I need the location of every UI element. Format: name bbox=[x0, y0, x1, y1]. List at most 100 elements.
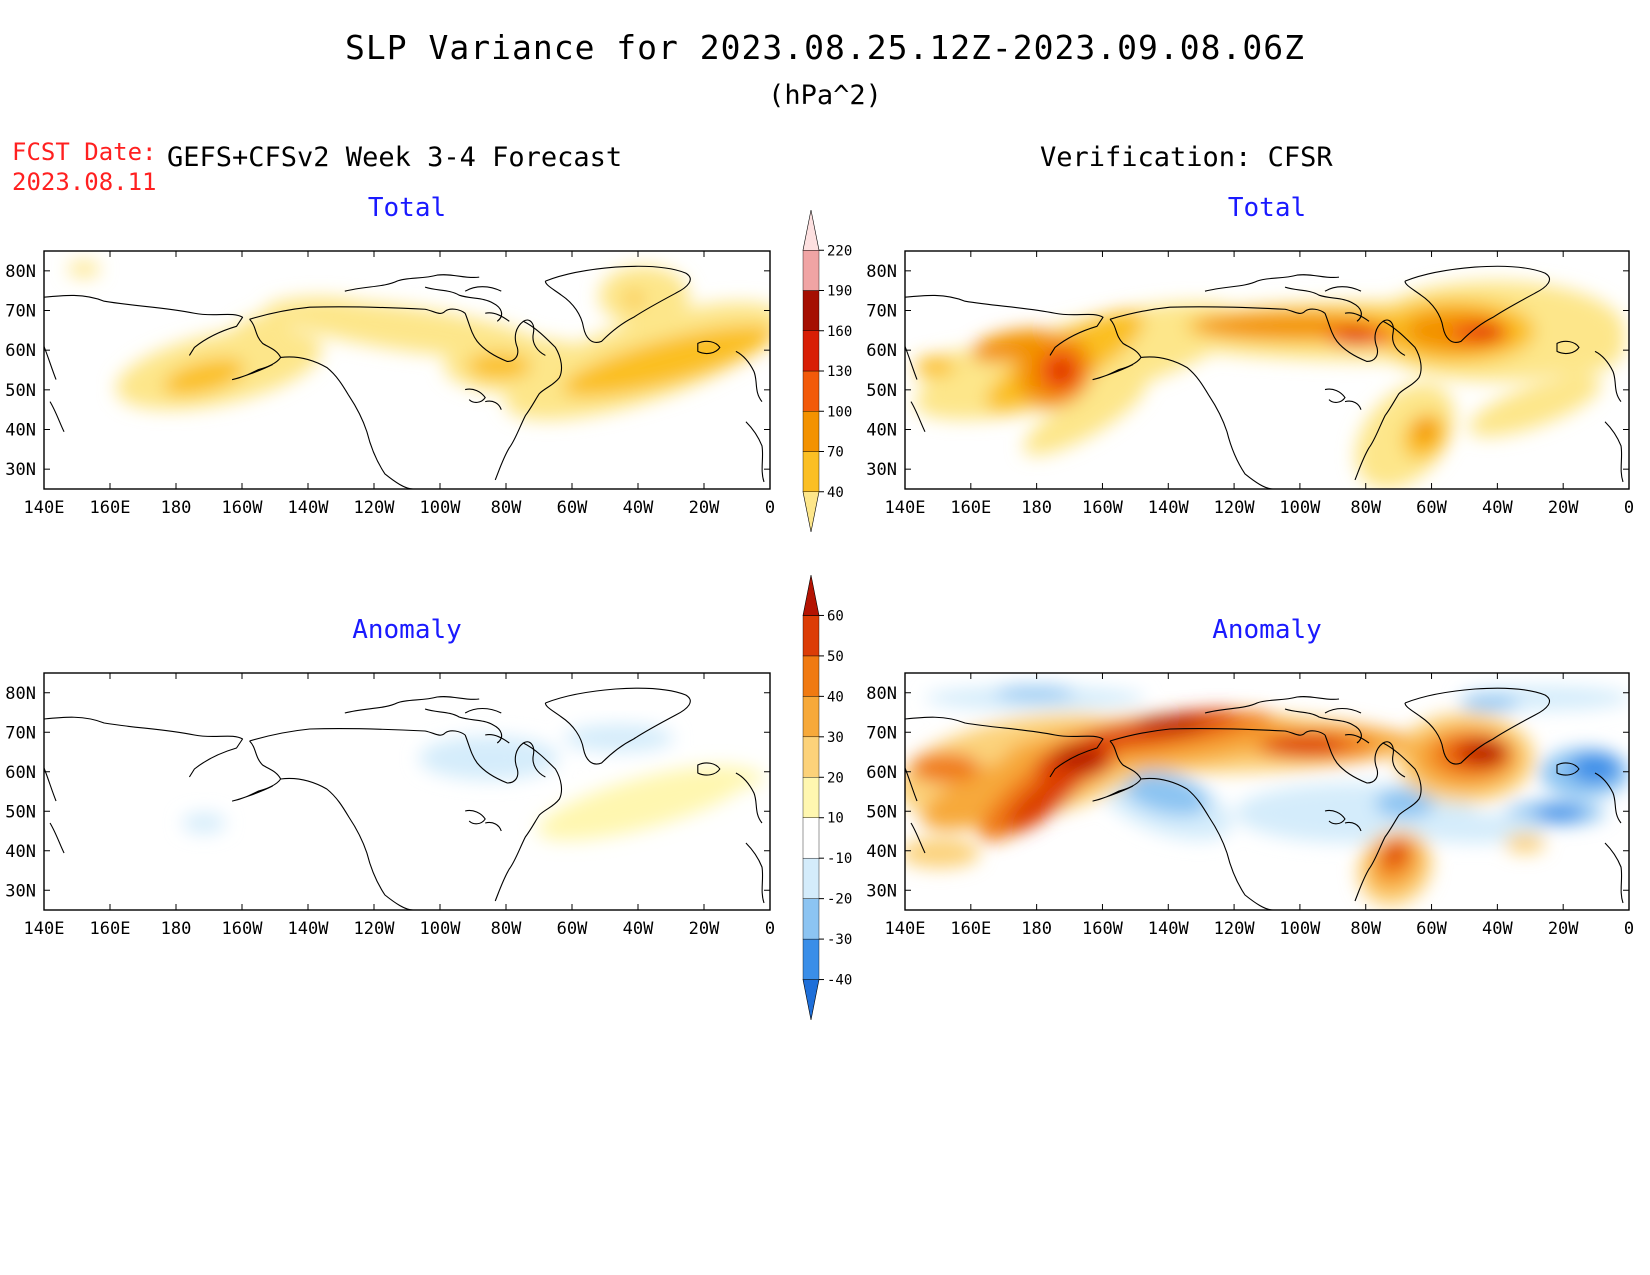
lon-tick-label: 140E bbox=[885, 498, 926, 518]
colorbar-swatch bbox=[802, 857, 820, 899]
colorbar-swatch bbox=[802, 655, 820, 697]
field-blob bbox=[995, 686, 1075, 700]
field-blob bbox=[599, 266, 689, 326]
colorbar-swatch bbox=[802, 330, 820, 372]
colorbar-label: 40 bbox=[827, 485, 844, 501]
colorbar-label: 30 bbox=[827, 730, 844, 746]
colorbar-label: -40 bbox=[827, 973, 852, 989]
lat-tick-label: 80N bbox=[866, 262, 897, 282]
field-blob bbox=[419, 736, 559, 780]
field-blob bbox=[1055, 746, 1105, 770]
map-frame bbox=[904, 250, 1630, 490]
lon-tick-label: 120W bbox=[1214, 498, 1256, 518]
field-blob bbox=[1535, 805, 1585, 821]
forecast-date-value: 2023.08.11 bbox=[12, 168, 157, 196]
map-forecast-total: 140E 160E 180 160W 140W 120W 100W 80W 60W 40W 20W 0… bbox=[5, 250, 775, 518]
field-blob bbox=[704, 768, 764, 788]
colorbar-swatch bbox=[802, 209, 820, 251]
lat-tick-label: 30N bbox=[866, 881, 897, 901]
colorbar-anomaly: -40 -30 -20 -10 10 20 30 40 50 60 bbox=[802, 574, 852, 1021]
lat-tick-label: 40N bbox=[866, 842, 897, 862]
field-blob bbox=[1121, 770, 1209, 816]
panel-title-forecast-anomaly: Anomaly bbox=[352, 615, 462, 645]
lat-tick-label: 60N bbox=[866, 763, 897, 783]
colorbar-label: 130 bbox=[827, 364, 852, 380]
lon-tick-label: 140E bbox=[24, 919, 65, 939]
map-verification-total: 140E 160E 180 160W 140W 120W 100W 80W 60W 40W 20W 0… bbox=[866, 250, 1634, 518]
shaded-field bbox=[44, 687, 765, 910]
field-blob bbox=[1505, 833, 1545, 853]
map-frame bbox=[43, 672, 771, 911]
forecast-header: GEFS+CFSv2 Week 3-4 Forecast bbox=[167, 142, 623, 173]
colorbar-swatch bbox=[802, 574, 820, 616]
colorbar-label: -20 bbox=[827, 892, 852, 908]
lat-tick-label: 60N bbox=[5, 763, 36, 783]
field-blob bbox=[264, 297, 374, 325]
lon-tick-label: 140W bbox=[1148, 919, 1190, 939]
map-frame bbox=[904, 672, 1630, 911]
lat-tick-label: 60N bbox=[866, 341, 897, 361]
lon-tick-label: 20W bbox=[1548, 919, 1579, 939]
lon-tick-label: 120W bbox=[354, 498, 396, 518]
lon-tick-label: 80W bbox=[491, 498, 522, 518]
lon-tick-label: 100W bbox=[420, 919, 462, 939]
figure-title: SLP Variance for 2023.08.25.12Z-2023.09.… bbox=[345, 28, 1305, 67]
field-blob bbox=[910, 753, 980, 783]
lon-tick-label: 160W bbox=[1082, 498, 1124, 518]
lat-tick-label: 50N bbox=[866, 802, 897, 822]
lat-tick-label: 30N bbox=[5, 460, 36, 480]
lon-tick-label: 20W bbox=[1548, 498, 1579, 518]
colorbar-label: 70 bbox=[827, 445, 844, 461]
lon-tick-label: 180 bbox=[1021, 919, 1052, 939]
shaded-field bbox=[44, 261, 770, 489]
lon-tick-label: 160E bbox=[950, 919, 991, 939]
lon-tick-label: 0 bbox=[765, 498, 775, 518]
field-blob bbox=[562, 325, 770, 397]
lon-tick-label: 140W bbox=[288, 498, 330, 518]
lon-tick-label: 160E bbox=[90, 919, 131, 939]
map-verification-anomaly: 140E 160E 180 160W 140W 120W 100W 80W 60W 40W 20W 0… bbox=[866, 672, 1634, 939]
lon-tick-label: 180 bbox=[161, 919, 192, 939]
lon-tick-label: 160W bbox=[222, 498, 264, 518]
lat-tick-label: 70N bbox=[5, 302, 36, 322]
lon-tick-label: 80W bbox=[491, 919, 522, 939]
colorbar-total: 40 70 100 130 160 190 220 bbox=[802, 209, 852, 533]
colorbar-label: -30 bbox=[827, 932, 852, 948]
lon-tick-label: 100W bbox=[1279, 919, 1321, 939]
field-blob bbox=[1473, 327, 1497, 339]
colorbar-swatch bbox=[802, 898, 820, 940]
field-blob bbox=[1415, 419, 1435, 443]
lat-tick-label: 80N bbox=[866, 684, 897, 704]
colorbar-label: 10 bbox=[827, 811, 844, 827]
lat-tick-label: 50N bbox=[866, 381, 897, 401]
field-blob bbox=[1384, 841, 1406, 865]
colorbar-swatch bbox=[802, 817, 820, 859]
field-blob bbox=[905, 838, 980, 868]
colorbar-swatch bbox=[802, 250, 820, 291]
lon-tick-label: 0 bbox=[1624, 498, 1634, 518]
lon-tick-label: 180 bbox=[1021, 498, 1052, 518]
colorbar-swatch bbox=[802, 370, 820, 412]
lon-tick-label: 160E bbox=[950, 498, 991, 518]
lat-tick-label: 40N bbox=[5, 842, 36, 862]
lon-tick-label: 60W bbox=[1416, 919, 1447, 939]
lon-tick-label: 40W bbox=[623, 498, 654, 518]
lon-tick-label: 100W bbox=[1279, 498, 1321, 518]
colorbar-label: 50 bbox=[827, 649, 844, 665]
lat-tick-label: 70N bbox=[866, 302, 897, 322]
lat-tick-label: 80N bbox=[5, 684, 36, 704]
lat-tick-label: 80N bbox=[5, 262, 36, 282]
field-blob bbox=[970, 329, 1060, 363]
lon-tick-label: 60W bbox=[557, 919, 588, 939]
lon-tick-label: 140E bbox=[885, 919, 926, 939]
field-blob bbox=[1465, 743, 1505, 763]
colorbar-swatch bbox=[802, 777, 820, 818]
colorbar-swatch bbox=[802, 491, 820, 533]
lat-tick-label: 70N bbox=[5, 723, 36, 743]
field-blob bbox=[1341, 330, 1369, 342]
lat-tick-label: 40N bbox=[5, 421, 36, 441]
lon-tick-label: 40W bbox=[623, 919, 654, 939]
colorbar-label: 160 bbox=[827, 324, 852, 340]
lon-tick-label: 80W bbox=[1350, 498, 1381, 518]
colorbar-label: -10 bbox=[827, 851, 852, 867]
